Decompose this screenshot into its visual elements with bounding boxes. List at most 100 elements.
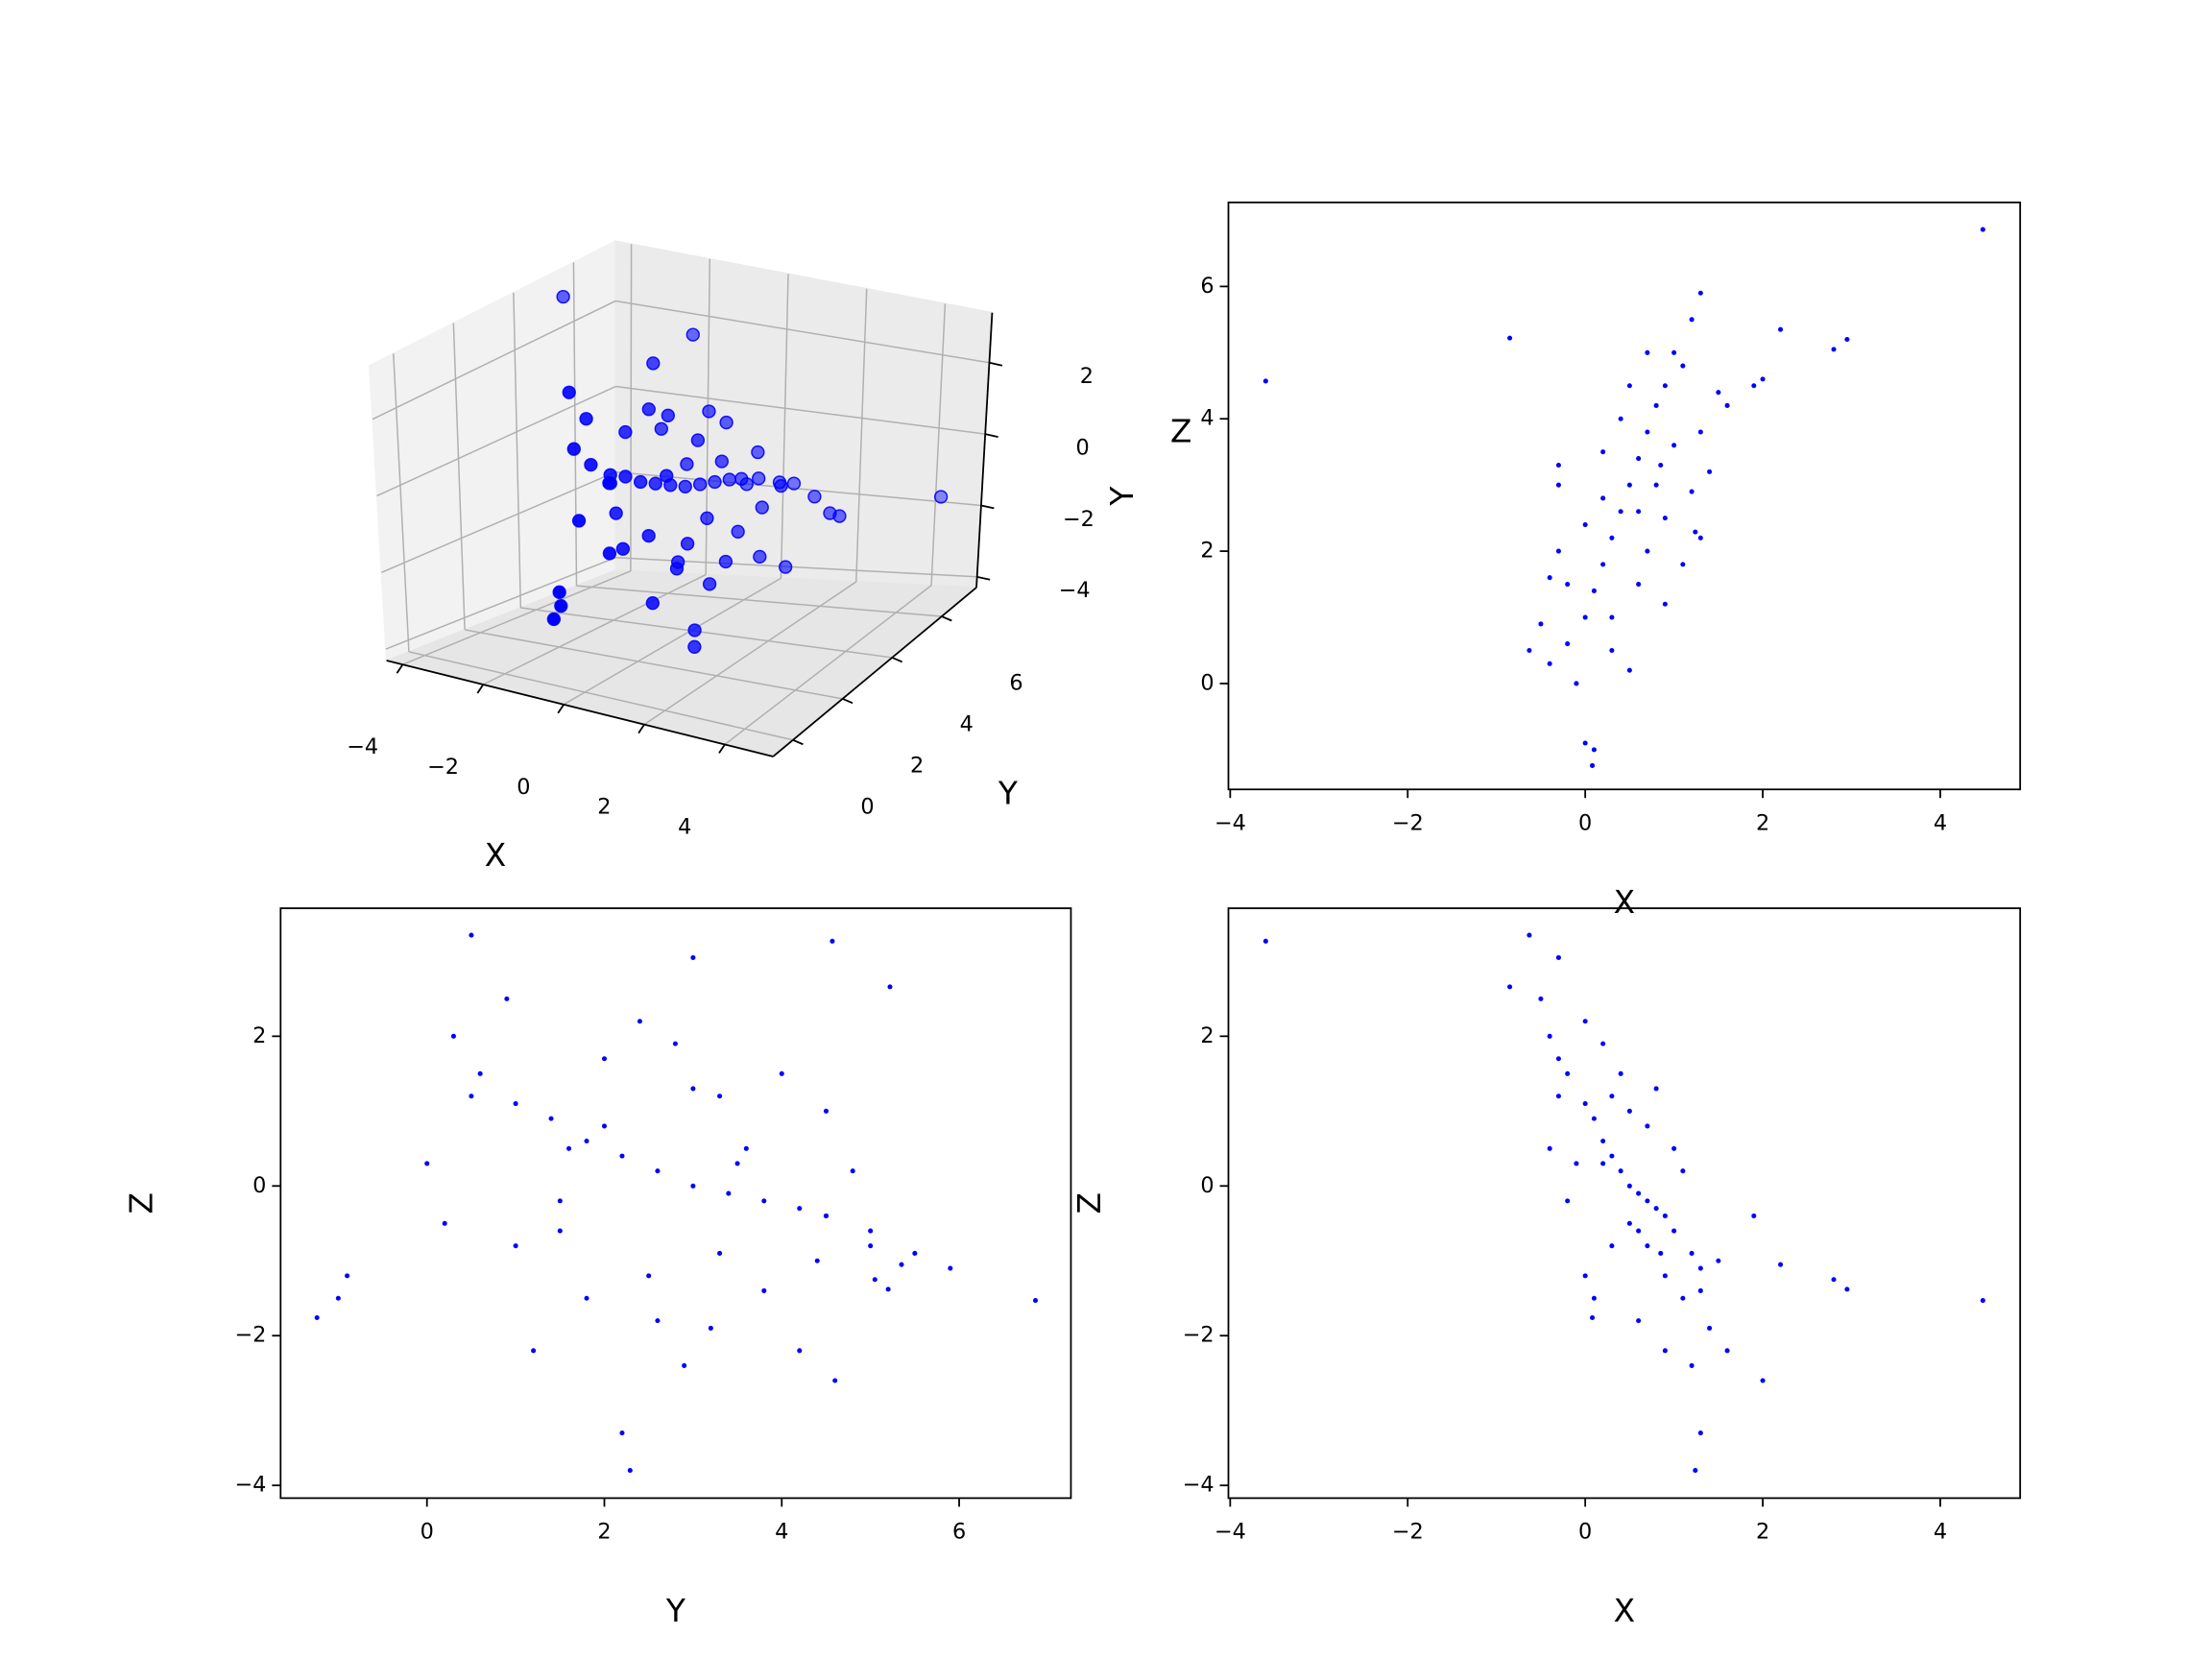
x-tick-label: 0 [1578,811,1592,836]
point [566,1145,572,1151]
point [584,1138,589,1144]
point [1636,1228,1642,1234]
point [579,412,593,426]
point [554,598,568,613]
point [531,1348,537,1354]
point [1565,641,1571,647]
point [1636,1318,1642,1324]
grid-line [576,585,942,617]
point [807,490,822,504]
point [602,546,617,561]
point [899,1262,904,1267]
grid-line [630,244,633,571]
point [1671,1145,1677,1151]
point [1555,462,1561,469]
point [1645,349,1650,355]
point [868,1228,874,1234]
point [714,454,729,469]
x-tick-label: −4 [347,734,378,759]
y-tick-label: 6 [1009,671,1022,696]
point [660,469,674,483]
y-tick-label: 4 [960,712,974,737]
point [672,1041,678,1046]
point [1600,1138,1606,1144]
y-tick-label: 2 [252,1023,266,1048]
point [717,1250,723,1256]
point [661,408,675,422]
point [1626,383,1632,389]
x-tick-label: 4 [775,1520,788,1545]
y-tick-label: 0 [1200,1173,1214,1198]
point [1645,548,1650,554]
point [682,1362,687,1368]
axes-frame [1227,201,2022,791]
point [1609,614,1615,620]
point [619,1153,625,1159]
point [868,1243,874,1249]
point [1626,1108,1632,1114]
point [1591,1295,1597,1301]
grid-line [855,288,868,583]
grid-line [513,292,522,609]
x-tick-label: 0 [421,1520,434,1545]
point [1618,416,1623,421]
point [477,1070,483,1076]
point [1980,1298,1985,1304]
point [718,554,733,569]
x-tick-label: −4 [1214,1520,1246,1545]
point [739,477,754,492]
x-tick-label: 2 [1756,811,1769,836]
point [655,1318,661,1324]
point [557,1198,563,1204]
point [700,511,714,525]
point [1689,317,1695,323]
point [548,1116,554,1121]
point [1555,1056,1561,1062]
grid-line [930,303,947,586]
x-axis-label: Y [665,1593,686,1629]
y-tick-label: −2 [1183,1323,1214,1348]
point [752,471,766,486]
point [602,476,616,491]
point [654,421,668,436]
point [948,1265,953,1271]
grid-line [615,300,990,364]
grid-line [780,274,789,579]
point [1697,1287,1703,1293]
point [687,623,702,637]
point [1636,509,1642,515]
point [1582,1273,1588,1279]
point [823,1108,830,1114]
x-tick-label: −2 [1392,811,1424,836]
point [832,1378,838,1383]
x-tick-label: 0 [1578,1520,1592,1545]
point [645,596,660,611]
point [1565,582,1571,588]
point [1697,290,1703,296]
point [1658,1250,1664,1256]
point [1662,1273,1668,1279]
point [887,984,893,990]
grid-line [615,385,986,435]
x-tick [396,663,404,674]
point [648,476,662,491]
y-tick-label: 0 [860,794,874,819]
point [1844,336,1850,343]
point [557,1228,563,1234]
point [690,954,696,961]
point [584,457,598,472]
point [609,506,623,520]
point [1724,1348,1730,1354]
point [1645,1198,1650,1204]
point [850,1168,855,1174]
y-tick-label: 2 [910,753,924,778]
point [1609,1153,1615,1159]
x-axis-label: X [1614,884,1635,921]
subplot: −4 −2 0 2 4 0 2 4 6 X Y [1104,201,2022,921]
point [601,1123,608,1129]
point [687,639,702,654]
grid-line [385,557,616,650]
y-tick-label: 0 [252,1173,266,1198]
point [1547,575,1552,581]
point [1574,1161,1579,1166]
